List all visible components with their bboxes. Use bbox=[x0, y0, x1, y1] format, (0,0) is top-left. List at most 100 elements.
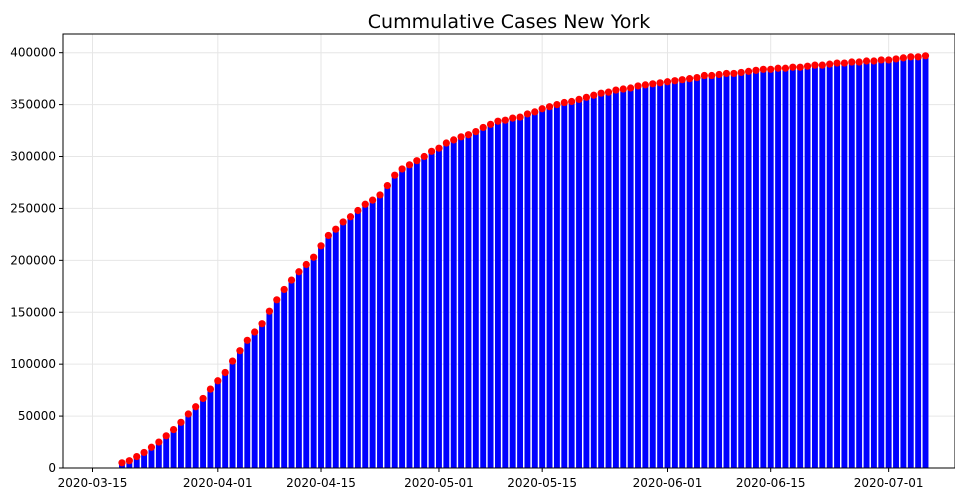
bar bbox=[568, 101, 575, 468]
data-point-marker bbox=[391, 171, 399, 179]
data-point-marker bbox=[619, 85, 627, 93]
data-point-marker bbox=[575, 95, 583, 104]
bar bbox=[907, 56, 914, 469]
bar bbox=[465, 134, 472, 468]
bar bbox=[413, 160, 420, 468]
bar bbox=[266, 311, 273, 468]
bar bbox=[708, 75, 715, 468]
bar bbox=[561, 102, 568, 469]
data-point-marker bbox=[597, 89, 605, 97]
x-axis: 2020-03-15 2020-04-01 2020-04-15 2020-05-01… bbox=[58, 468, 924, 490]
bar bbox=[148, 447, 155, 468]
bar bbox=[354, 210, 361, 468]
data-point-marker bbox=[516, 113, 524, 121]
data-point-marker bbox=[405, 161, 414, 169]
y-axis: 0 50000 100000 150000 200000 250000 300000 3500… bbox=[10, 46, 63, 475]
bar bbox=[259, 323, 265, 468]
bar bbox=[214, 380, 221, 468]
data-point-marker bbox=[346, 213, 355, 221]
data-point-marker bbox=[914, 53, 922, 61]
bar bbox=[701, 75, 708, 468]
data-point-marker bbox=[686, 75, 694, 83]
bar bbox=[170, 429, 177, 468]
data-point-marker bbox=[604, 88, 613, 96]
data-point-marker bbox=[147, 443, 156, 451]
bar bbox=[458, 136, 465, 468]
x-tick-label: 2020-05-15 bbox=[507, 476, 577, 490]
bar bbox=[244, 340, 251, 468]
data-point-marker bbox=[560, 98, 568, 107]
bar bbox=[377, 194, 383, 468]
x-tick-label: 2020-06-15 bbox=[736, 476, 806, 490]
data-point-marker bbox=[678, 76, 686, 84]
bar bbox=[716, 74, 723, 468]
data-point-marker bbox=[251, 328, 259, 336]
data-point-marker bbox=[921, 52, 930, 60]
bar bbox=[524, 113, 531, 469]
data-point-marker bbox=[228, 357, 237, 365]
data-point-marker bbox=[509, 114, 517, 122]
data-point-marker bbox=[420, 152, 428, 161]
bar bbox=[819, 65, 826, 469]
data-point-marker bbox=[870, 57, 878, 65]
bar bbox=[885, 59, 892, 468]
bar bbox=[590, 95, 597, 469]
data-point-marker bbox=[693, 74, 701, 82]
x-tick-label: 2020-07-01 bbox=[854, 476, 924, 490]
bar bbox=[546, 106, 553, 468]
bar bbox=[627, 87, 634, 469]
data-point-marker bbox=[287, 276, 296, 284]
data-point-marker bbox=[641, 81, 649, 89]
data-point-marker bbox=[700, 71, 708, 80]
bar bbox=[399, 168, 406, 468]
data-point-marker bbox=[339, 218, 347, 226]
data-point-marker bbox=[826, 60, 834, 68]
data-point-marker bbox=[192, 403, 200, 411]
data-point-marker bbox=[280, 285, 288, 294]
y-tick-label: 350000 bbox=[10, 98, 56, 112]
y-tick-label: 400000 bbox=[10, 46, 56, 60]
data-point-marker bbox=[310, 253, 318, 261]
data-point-marker bbox=[767, 65, 775, 73]
data-point-marker bbox=[295, 268, 303, 276]
bar bbox=[753, 70, 759, 468]
data-point-marker bbox=[877, 56, 885, 64]
bar bbox=[664, 81, 671, 468]
bar bbox=[804, 66, 811, 469]
bar bbox=[325, 235, 332, 468]
bar bbox=[318, 245, 324, 468]
data-point-marker bbox=[383, 181, 391, 190]
y-tick-label: 200000 bbox=[10, 253, 56, 267]
bar bbox=[539, 108, 546, 468]
data-point-marker bbox=[737, 68, 745, 77]
bar bbox=[502, 120, 509, 468]
bar bbox=[251, 331, 258, 468]
data-point-marker bbox=[833, 59, 841, 67]
x-tick-label: 2020-03-15 bbox=[58, 476, 128, 490]
data-point-marker bbox=[634, 82, 642, 90]
data-point-marker bbox=[427, 147, 436, 155]
bar bbox=[185, 414, 192, 468]
data-point-marker bbox=[206, 385, 215, 393]
bar bbox=[605, 92, 612, 468]
data-point-marker bbox=[442, 139, 450, 147]
data-point-marker bbox=[162, 432, 170, 440]
y-tick-label: 250000 bbox=[10, 201, 56, 215]
bar bbox=[686, 78, 693, 468]
bar bbox=[649, 83, 656, 469]
data-point-marker bbox=[553, 101, 561, 109]
bar bbox=[178, 422, 184, 468]
bar bbox=[421, 156, 428, 469]
plot-frame bbox=[62, 33, 955, 469]
bar bbox=[583, 97, 590, 468]
bar bbox=[856, 62, 863, 468]
bar bbox=[848, 62, 855, 468]
data-point-marker bbox=[236, 347, 244, 355]
data-point-marker bbox=[840, 59, 849, 67]
bar bbox=[141, 452, 148, 468]
y-tick-label: 100000 bbox=[10, 357, 56, 371]
bar bbox=[384, 185, 391, 469]
bar bbox=[531, 111, 538, 468]
x-tick-label: 2020-04-15 bbox=[286, 476, 356, 490]
